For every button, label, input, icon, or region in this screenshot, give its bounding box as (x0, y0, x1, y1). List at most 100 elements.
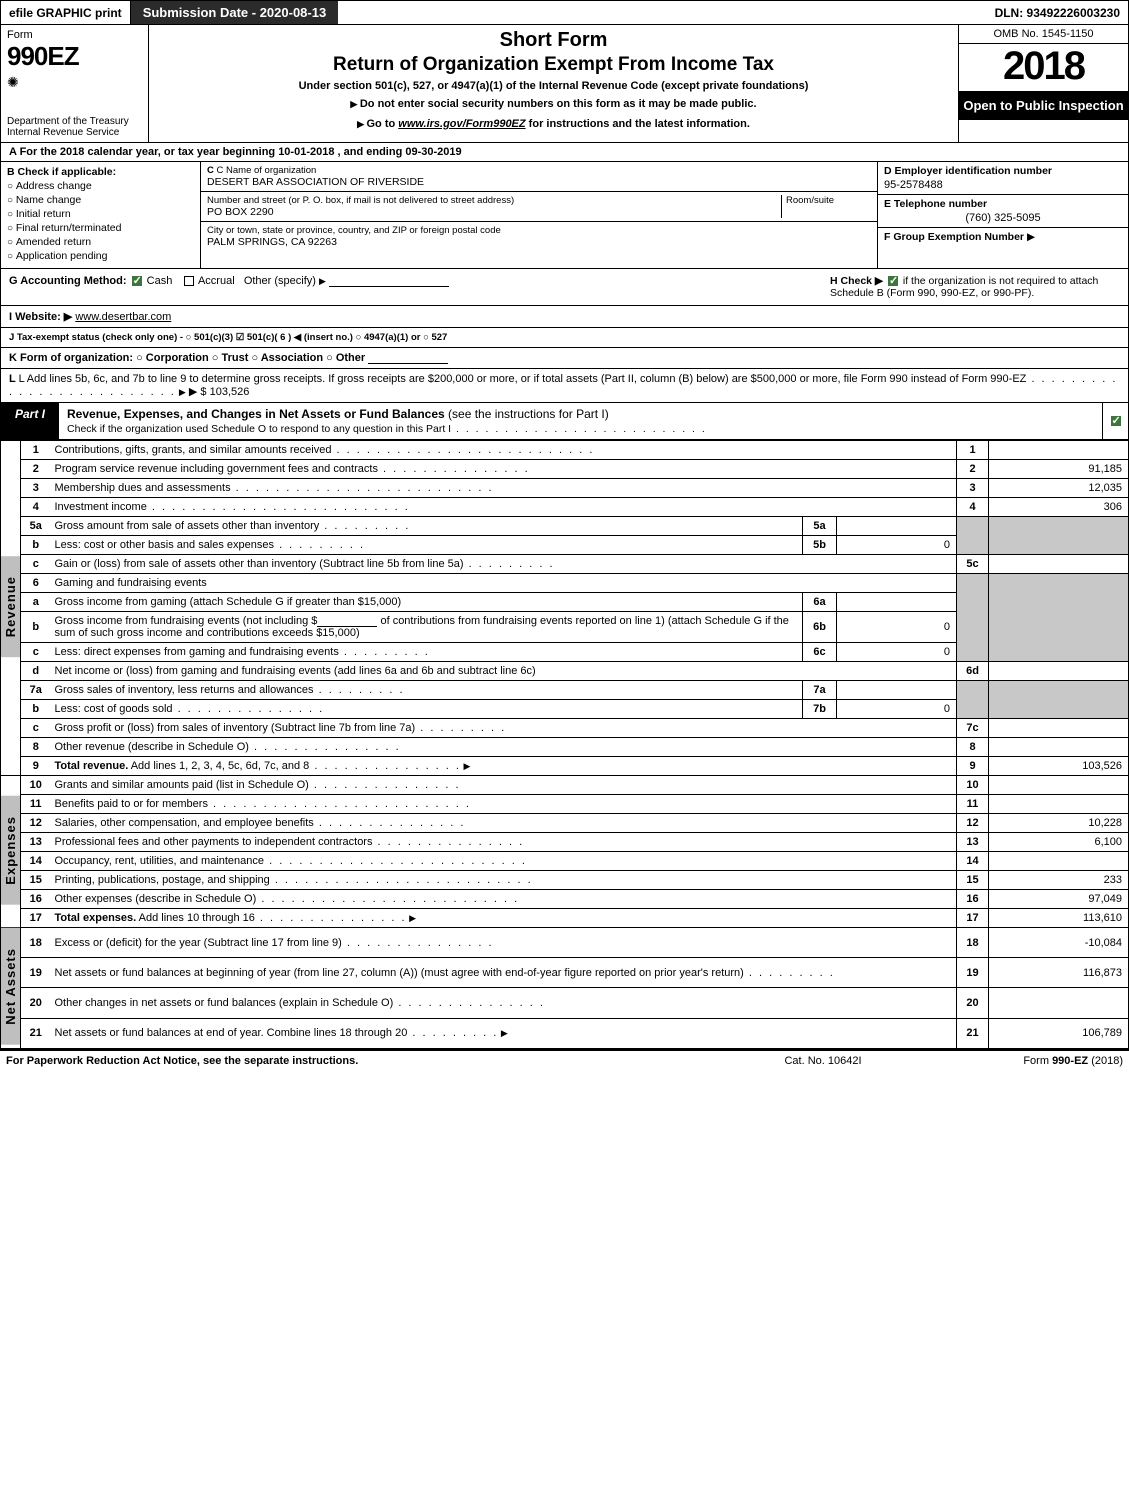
chk-name-change[interactable]: Name change (7, 194, 194, 206)
line-8-amount (989, 738, 1129, 757)
header-right: OMB No. 1545-1150 2018 Open to Public In… (958, 25, 1128, 142)
line-10-amount (989, 776, 1129, 795)
line-7b-desc: Less: cost of goods sold (51, 700, 803, 719)
line-7a-ival (837, 681, 957, 700)
city-label: City or town, state or province, country… (207, 225, 871, 236)
line-17-rn: 17 (957, 909, 989, 928)
line-13-rn: 13 (957, 833, 989, 852)
part-i-header: Part I Revenue, Expenses, and Changes in… (0, 403, 1129, 440)
line-20-desc: Other changes in net assets or fund bala… (51, 988, 957, 1018)
line-11-rn: 11 (957, 795, 989, 814)
paperwork-notice: For Paperwork Reduction Act Notice, see … (6, 1055, 723, 1067)
line-21-num: 21 (21, 1018, 51, 1048)
open-to-public-badge: Open to Public Inspection (959, 92, 1128, 120)
line-19-desc: Net assets or fund balances at beginning… (51, 958, 957, 988)
line-6b-desc: Gross income from fundraising events (no… (51, 612, 803, 643)
line-3-rn: 3 (957, 479, 989, 498)
line-7b-ibox: 7b (803, 700, 837, 719)
line-8-num: 8 (21, 738, 51, 757)
line-4-num: 4 (21, 498, 51, 517)
grey-6abc-val (989, 574, 1129, 662)
line-5a-ibox: 5a (803, 517, 837, 536)
efile-print-label[interactable]: efile GRAPHIC print (1, 1, 131, 24)
telephone-block: E Telephone number (760) 325-5095 (878, 195, 1128, 228)
chk-schedule-b[interactable] (888, 276, 898, 286)
line-14-desc: Occupancy, rent, utilities, and maintena… (51, 852, 957, 871)
org-name-label: C C Name of organization (207, 165, 871, 176)
fundraising-amount-input[interactable] (317, 616, 377, 627)
line-21-rn: 21 (957, 1018, 989, 1048)
line-6c-ibox: 6c (803, 643, 837, 662)
chk-schedule-o[interactable] (1111, 416, 1121, 426)
line-21-amount: 106,789 (989, 1018, 1129, 1048)
other-specify-input[interactable] (329, 276, 449, 287)
schedule-b-check: H Check ▶ if the organization is not req… (820, 275, 1120, 299)
line-4-rn: 4 (957, 498, 989, 517)
grey-7ab-val (989, 681, 1129, 719)
line-7a-num: 7a (21, 681, 51, 700)
submission-date-button[interactable]: Submission Date - 2020-08-13 (131, 1, 339, 24)
chk-application-pending[interactable]: Application pending (7, 250, 194, 262)
line-19-amount: 116,873 (989, 958, 1129, 988)
line-15-rn: 15 (957, 871, 989, 890)
k-other-input[interactable] (368, 353, 448, 364)
line-16-rn: 16 (957, 890, 989, 909)
line-5b-num: b (21, 536, 51, 555)
ein-value: 95-2578488 (884, 179, 1122, 191)
line-12-desc: Salaries, other compensation, and employ… (51, 814, 957, 833)
chk-amended-return[interactable]: Amended return (7, 236, 194, 248)
tax-year: 2018 (959, 44, 1128, 92)
line-10-num: 10 (21, 776, 51, 795)
form-word: Form (7, 29, 142, 41)
line-16-num: 16 (21, 890, 51, 909)
line-14-rn: 14 (957, 852, 989, 871)
expenses-side-label: Expenses (1, 776, 21, 928)
row-j-tax-status: J Tax-exempt status (check only one) - ○… (0, 328, 1129, 348)
line-5c-desc: Gain or (loss) from sale of assets other… (51, 555, 957, 574)
line-7c-amount (989, 719, 1129, 738)
row-g-h: G Accounting Method: Cash Accrual Other … (0, 269, 1129, 306)
line-2-desc: Program service revenue including govern… (51, 460, 957, 479)
irs-link[interactable]: www.irs.gov/Form990EZ (398, 118, 525, 130)
department-label: Department of the Treasury Internal Reve… (7, 116, 142, 138)
line-5b-ibox: 5b (803, 536, 837, 555)
tel-value: (760) 325-5095 (884, 212, 1122, 224)
line-6d-num: d (21, 662, 51, 681)
line-19-num: 19 (21, 958, 51, 988)
line-5c-num: c (21, 555, 51, 574)
chk-accrual[interactable] (184, 276, 194, 286)
chk-final-return[interactable]: Final return/terminated (7, 222, 194, 234)
cat-no: Cat. No. 10642I (723, 1055, 923, 1067)
short-form-title: Short Form (500, 29, 608, 52)
grey-7ab (957, 681, 989, 719)
chk-cash[interactable] (132, 276, 142, 286)
line-6a-desc: Gross income from gaming (attach Schedul… (51, 593, 803, 612)
line-5c-rn: 5c (957, 555, 989, 574)
line-5a-ival (837, 517, 957, 536)
ssn-warning: Do not enter social security numbers on … (350, 98, 756, 110)
room-suite-label: Room/suite (781, 195, 871, 218)
form-footer-label: Form 990-EZ (2018) (923, 1055, 1123, 1067)
line-6c-desc: Less: direct expenses from gaming and fu… (51, 643, 803, 662)
line-3-desc: Membership dues and assessments (51, 479, 957, 498)
line-2-rn: 2 (957, 460, 989, 479)
irs-seal-icon: ✺ (7, 74, 142, 91)
ein-label: D Employer identification number (884, 165, 1122, 177)
line-8-desc: Other revenue (describe in Schedule O) (51, 738, 957, 757)
row-l-gross-receipts: L L Add lines 5b, 6c, and 7b to line 9 t… (0, 369, 1129, 403)
line-5b-ival: 0 (837, 536, 957, 555)
line-6a-ival (837, 593, 957, 612)
website-value[interactable]: www.desertbar.com (75, 311, 171, 323)
grp-arrow-icon: ▶ (1027, 231, 1035, 243)
addr-value: PO BOX 2290 (207, 206, 781, 218)
row-k-org-form: K Form of organization: ○ Corporation ○ … (0, 348, 1129, 369)
line-18-num: 18 (21, 928, 51, 958)
city-value: PALM SPRINGS, CA 92263 (207, 236, 871, 248)
chk-initial-return[interactable]: Initial return (7, 208, 194, 220)
org-name-block: C C Name of organization DESERT BAR ASSO… (201, 162, 877, 192)
section-subtitle: Under section 501(c), 527, or 4947(a)(1)… (299, 80, 809, 92)
row-i-website: I Website: ▶ www.desertbar.com (0, 306, 1129, 328)
line-6d-desc: Net income or (loss) from gaming and fun… (51, 662, 957, 681)
chk-address-change[interactable]: Address change (7, 180, 194, 192)
line-17-amount: 113,610 (989, 909, 1129, 928)
